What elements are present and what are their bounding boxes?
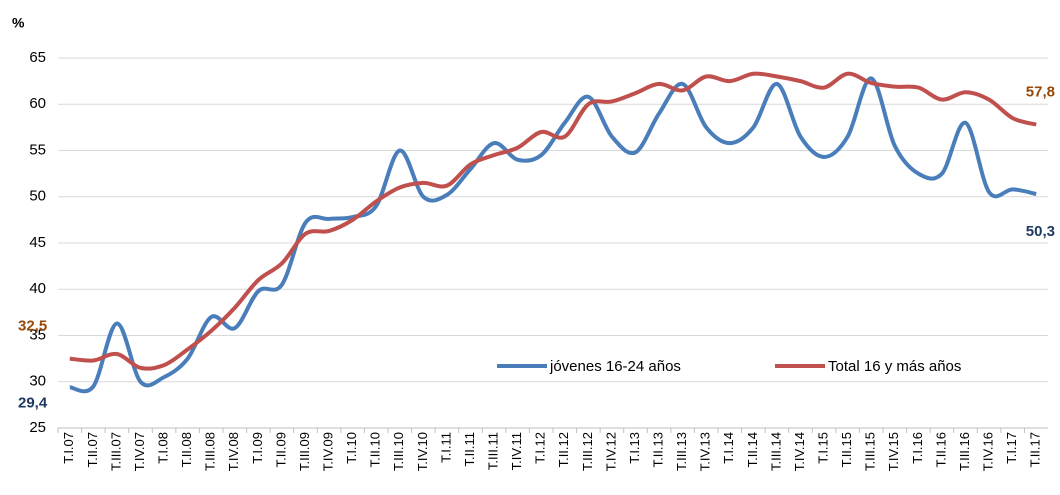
x-tick-label: T.III.11 <box>486 432 501 470</box>
x-tick-label: T.IV.07 <box>132 432 147 471</box>
x-tick-label: T.II.09 <box>273 432 288 467</box>
legend-label: Total 16 y más años <box>828 358 961 375</box>
x-tick-label: T.I.07 <box>61 432 76 464</box>
x-tick-label: T.III.07 <box>108 432 123 471</box>
x-tick-label: T.III.08 <box>203 432 218 471</box>
x-tick-label: T.II.15 <box>839 432 854 467</box>
x-tick-label: T.I.11 <box>438 432 453 463</box>
y-tick-label: 55 <box>29 141 46 158</box>
x-tick-label: T.II.07 <box>85 432 100 467</box>
y-tick-label: 40 <box>29 280 46 297</box>
x-tick-label: T.IV.09 <box>321 432 336 471</box>
x-tick-label: T.II.08 <box>179 432 194 467</box>
series-line <box>69 76 1037 394</box>
value-label: 32,5 <box>18 318 47 335</box>
x-tick-label: T.III.10 <box>391 432 406 471</box>
y-tick-label: 65 <box>29 49 46 66</box>
x-tick-label: T.IV.15 <box>886 432 901 471</box>
x-tick-label: T.I.17 <box>1004 432 1019 464</box>
x-tick-label: T.IV.12 <box>603 432 618 471</box>
x-tick-label: T.III.16 <box>957 432 972 471</box>
legend-label: jóvenes 16-24 años <box>549 358 681 375</box>
y-axis-label: % <box>12 15 25 31</box>
x-tick-label: T.IV.10 <box>415 432 430 471</box>
y-tick-label: 30 <box>29 373 46 390</box>
value-label: 50,3 <box>1026 223 1055 240</box>
y-tick-label: 35 <box>29 326 46 343</box>
x-tick-label: T.III.15 <box>863 432 878 471</box>
x-tick-label: T.III.09 <box>297 432 312 471</box>
x-tick-label: T.I.10 <box>344 432 359 464</box>
series-line <box>69 71 1037 371</box>
x-tick-label: T.III.14 <box>768 432 783 471</box>
x-tick-label: T.IV.08 <box>226 432 241 471</box>
x-tick-label: T.I.13 <box>627 432 642 464</box>
x-tick-label: T.IV.14 <box>792 432 807 471</box>
x-tick-label: T.II.16 <box>933 432 948 467</box>
x-tick-label: T.III.13 <box>674 432 689 471</box>
x-tick-label: T.II.11 <box>462 432 477 466</box>
y-tick-label: 60 <box>29 95 46 112</box>
x-tick-label: T.III.12 <box>580 432 595 471</box>
x-tick-label: T.I.12 <box>533 432 548 464</box>
x-tick-label: T.I.14 <box>721 432 736 464</box>
x-tick-label: T.II.13 <box>651 432 666 467</box>
y-tick-label: 45 <box>29 234 46 251</box>
value-label: 57,8 <box>1026 84 1055 101</box>
x-tick-label: T.I.08 <box>156 432 171 464</box>
value-label: 29,4 <box>18 394 48 411</box>
x-tick-label: T.II.10 <box>368 432 383 467</box>
y-tick-label: 25 <box>29 419 46 436</box>
y-tick-label: 50 <box>29 188 46 205</box>
x-tick-label: T.IV.13 <box>698 432 713 471</box>
x-tick-label: T.II.17 <box>1028 432 1043 467</box>
x-tick-label: T.IV.11 <box>509 432 524 470</box>
x-tick-label: T.IV.16 <box>981 432 996 471</box>
x-tick-label: T.II.14 <box>745 432 760 467</box>
x-tick-label: T.I.09 <box>250 432 265 464</box>
x-tick-label: T.I.16 <box>910 432 925 464</box>
x-tick-label: T.I.15 <box>816 432 831 464</box>
x-tick-label: T.II.12 <box>556 432 571 467</box>
